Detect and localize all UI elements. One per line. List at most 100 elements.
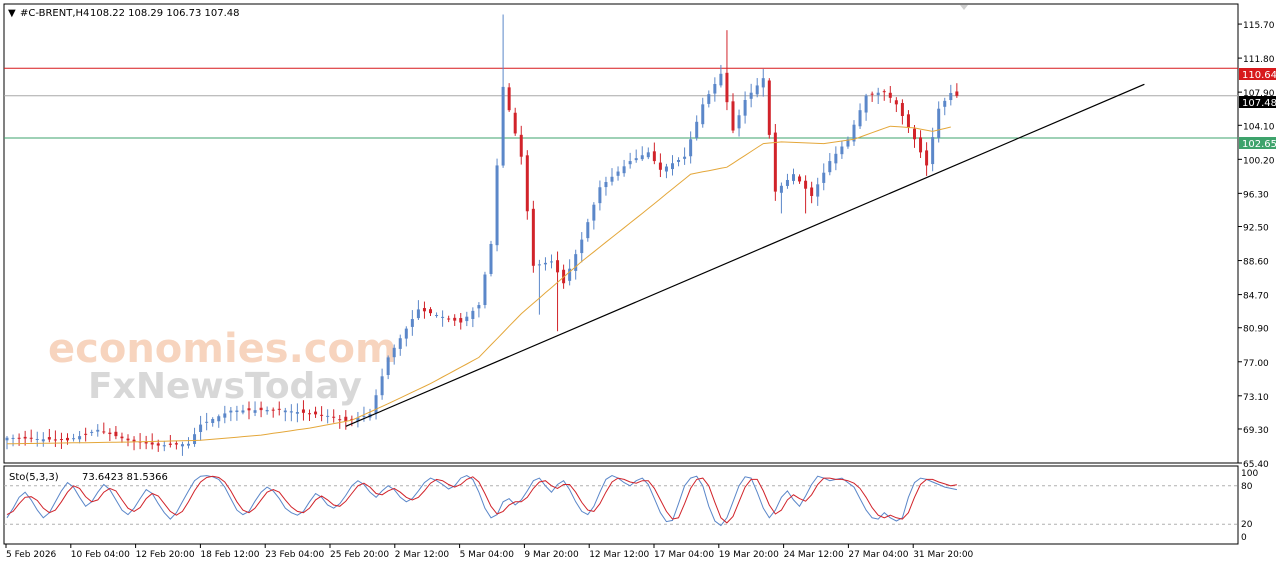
candle-body [108, 432, 112, 435]
candle [356, 411, 360, 428]
candle-body [743, 99, 747, 116]
candle [314, 406, 318, 418]
candle-body [937, 108, 941, 139]
candle [332, 409, 336, 423]
candle-body [90, 431, 94, 433]
candle-body [622, 166, 626, 174]
candle-body [707, 94, 711, 104]
candle [259, 401, 263, 418]
candle [852, 120, 856, 146]
collapse-arrow-icon[interactable]: ▼ [8, 8, 16, 19]
candle-body [519, 134, 523, 157]
price-panel[interactable] [3, 3, 1239, 464]
price-tick-label: 100.20 [1243, 156, 1275, 166]
candle-body [652, 151, 656, 162]
candle [919, 130, 923, 159]
candle [550, 254, 553, 269]
candle [652, 142, 656, 165]
candle [628, 152, 632, 169]
candle-body [253, 410, 257, 413]
candle-body [308, 413, 311, 415]
time-tick-label: 27 Mar 04:00 [848, 550, 908, 560]
candle [906, 110, 910, 133]
candle-body [465, 316, 469, 322]
candle-body [755, 85, 759, 95]
candle [773, 124, 777, 201]
candle-body [156, 443, 160, 446]
candle-body [689, 139, 693, 157]
candle [810, 181, 814, 204]
candle-body [223, 413, 227, 418]
candle-body [604, 182, 608, 188]
candle-body [913, 128, 916, 140]
candle-body [731, 101, 735, 131]
stochastic-main-line [6, 475, 957, 527]
candle-body [193, 434, 197, 445]
candle [471, 307, 475, 328]
candle [888, 86, 892, 103]
watermark-fxnewstoday: FxNewsToday [88, 366, 362, 407]
candle-body [882, 91, 886, 93]
candle-body [150, 442, 154, 445]
candle [211, 417, 215, 427]
candle-body [187, 443, 190, 446]
candle [586, 218, 590, 242]
candle-body [513, 112, 517, 134]
stochastic-panel[interactable] [3, 465, 1239, 545]
candle-body [259, 407, 263, 411]
candle-body [568, 268, 572, 281]
candle-body [785, 179, 789, 186]
candle [634, 149, 638, 163]
candle [870, 91, 874, 102]
candle [289, 404, 293, 422]
candle-body [338, 419, 342, 421]
candle [404, 326, 408, 347]
candle-body [810, 187, 814, 196]
price-tick-label: 80.90 [1243, 325, 1269, 335]
price-tick-label: 107.90 [1243, 89, 1275, 99]
candle-body [96, 429, 100, 432]
candle [900, 99, 904, 125]
candle [719, 64, 723, 88]
price-tick-label: 115.70 [1243, 21, 1275, 31]
chart-shift-marker-icon[interactable] [960, 5, 968, 10]
stochastic-signal-line [6, 475, 957, 524]
price-tick-label: 92.50 [1243, 224, 1269, 234]
time-tick-label: 17 Mar 04:00 [654, 550, 714, 560]
candle-body [271, 409, 275, 411]
price-tick-label: 69.30 [1243, 426, 1269, 436]
candle [102, 422, 106, 435]
stochastic-values: 73.6423 81.5366 [82, 472, 168, 483]
candle [326, 409, 330, 424]
candle [217, 414, 221, 428]
candle [392, 344, 396, 365]
candle [949, 84, 953, 106]
candle-body [846, 139, 850, 147]
candle-body [828, 161, 832, 173]
candle [556, 251, 560, 332]
time-tick-label: 23 Feb 04:00 [265, 550, 324, 560]
candle-body [489, 243, 493, 274]
candle-body [900, 103, 904, 116]
candle [604, 176, 608, 196]
candle-body [416, 309, 420, 319]
candle-body [29, 437, 33, 439]
candle-body [429, 309, 432, 314]
candle-body [17, 437, 21, 439]
candle-body [435, 315, 439, 317]
candle-body [410, 319, 414, 327]
time-tick-label: 18 Feb 12:00 [200, 550, 259, 560]
candle [308, 409, 311, 422]
candle [519, 125, 523, 165]
candle [531, 200, 535, 273]
candle-body [834, 153, 838, 164]
candle [265, 406, 269, 415]
candle [798, 174, 802, 184]
candle [132, 436, 136, 451]
candle [822, 163, 826, 191]
candle [108, 428, 112, 441]
candle [344, 410, 348, 430]
time-tick-label: 24 Mar 12:00 [784, 550, 844, 560]
